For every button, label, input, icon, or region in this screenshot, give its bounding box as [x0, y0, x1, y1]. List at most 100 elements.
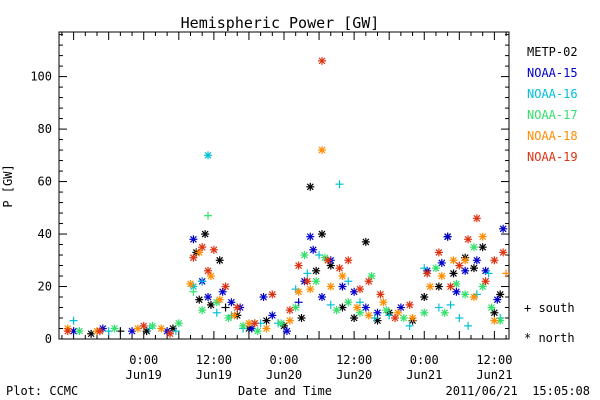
data-point — [490, 316, 499, 325]
data-point — [464, 321, 473, 330]
data-point — [499, 224, 508, 233]
data-point — [268, 311, 277, 320]
data-point — [420, 308, 429, 317]
chart-title: Hemispheric Power [GW] — [181, 14, 380, 32]
data-series — [63, 56, 511, 338]
data-point — [204, 211, 213, 220]
data-point — [440, 308, 449, 317]
data-point — [443, 232, 452, 241]
data-point — [195, 295, 204, 304]
data-point — [478, 243, 487, 252]
x-tick-label-date: Jun19 — [196, 368, 232, 382]
data-point — [326, 300, 335, 309]
y-axis-label: P [GW] — [1, 164, 15, 207]
data-point — [355, 285, 364, 294]
marker-key-entry: + south — [524, 301, 575, 315]
data-point — [344, 256, 353, 265]
data-point — [469, 264, 478, 273]
data-point — [262, 324, 271, 333]
data-point — [303, 269, 312, 278]
x-tick-label-time: 12:00 — [336, 353, 372, 367]
data-point — [373, 308, 382, 317]
data-point — [233, 303, 242, 312]
data-point — [469, 243, 478, 252]
data-point — [204, 266, 213, 275]
data-point — [189, 235, 198, 244]
data-point — [317, 293, 326, 302]
data-point — [209, 245, 218, 254]
data-point — [157, 324, 166, 333]
data-point — [306, 285, 315, 294]
data-point — [110, 324, 119, 333]
data-point — [437, 258, 446, 267]
data-point — [449, 256, 458, 265]
data-point — [294, 287, 303, 296]
data-point — [262, 316, 271, 325]
data-point — [472, 256, 481, 265]
data-point — [461, 266, 470, 275]
data-point — [317, 56, 326, 65]
data-point — [285, 306, 294, 315]
data-point — [198, 306, 207, 315]
data-point — [379, 298, 388, 307]
data-point — [87, 329, 96, 338]
data-point — [189, 253, 198, 262]
data-point — [350, 314, 359, 323]
data-point — [484, 269, 493, 278]
data-point — [218, 287, 227, 296]
x-tick-label-time: 12:00 — [476, 353, 512, 367]
y-tick-label: 40 — [38, 227, 52, 241]
data-point — [227, 298, 236, 307]
series-noaa-18 — [63, 146, 511, 336]
y-tick-label: 20 — [38, 280, 52, 294]
legend: METP-02 NOAA-15 NOAA-16 NOAA-17 NOAA-18 NOAA-… — [527, 45, 578, 164]
data-point — [259, 293, 268, 302]
data-point — [405, 321, 414, 330]
data-point — [204, 151, 213, 160]
data-point — [382, 306, 391, 315]
data-point — [493, 295, 502, 304]
data-point — [461, 290, 470, 299]
data-point — [206, 300, 215, 309]
data-point — [464, 235, 473, 244]
data-point — [434, 248, 443, 257]
data-point — [478, 232, 487, 241]
data-point — [166, 329, 175, 338]
data-point — [95, 327, 104, 336]
data-point — [455, 261, 464, 270]
y-tick-label: 100 — [30, 70, 52, 84]
data-point — [399, 314, 408, 323]
legend-entry: NOAA-16 — [527, 87, 578, 101]
series-noaa-19 — [63, 56, 508, 338]
data-point — [344, 277, 353, 286]
data-point — [376, 290, 385, 299]
data-point — [338, 272, 347, 281]
data-point — [364, 277, 373, 286]
footer-plot-credit: Plot: CCMC — [6, 384, 78, 398]
data-point — [353, 303, 362, 312]
data-point — [282, 327, 291, 336]
data-point — [332, 306, 341, 315]
legend-entry: NOAA-15 — [527, 66, 578, 80]
data-point — [391, 314, 400, 323]
data-point — [312, 266, 321, 275]
data-point — [344, 298, 353, 307]
plot-area-frame — [58, 31, 510, 340]
marker-key-entry: * north — [524, 331, 575, 345]
data-point — [250, 319, 259, 328]
data-point — [326, 282, 335, 291]
data-point — [472, 214, 481, 223]
data-point — [446, 300, 455, 309]
data-point — [244, 319, 253, 328]
data-point — [355, 308, 364, 317]
data-point — [449, 269, 458, 278]
x-tick-label-time: 0:00 — [129, 353, 158, 367]
data-point — [291, 303, 300, 312]
data-point — [499, 248, 508, 257]
data-point — [323, 256, 332, 265]
footer-timestamp: 2011/06/21 15:05:08 — [446, 384, 591, 398]
series-noaa-17 — [75, 211, 505, 336]
data-point — [461, 256, 470, 265]
data-point — [423, 269, 432, 278]
